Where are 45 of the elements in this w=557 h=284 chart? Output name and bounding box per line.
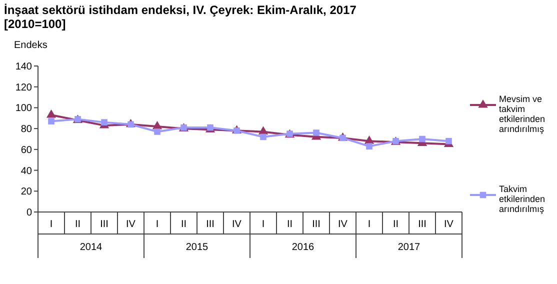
y-tick-label: 80 — [20, 124, 32, 136]
text: 2014 — [80, 242, 103, 253]
point — [419, 136, 426, 142]
point — [258, 126, 268, 134]
y-tick-label: 40 — [20, 166, 32, 177]
point — [446, 138, 452, 144]
text: 2016 — [292, 242, 315, 253]
point — [260, 134, 266, 140]
text: 2017 — [398, 242, 421, 253]
point — [366, 143, 372, 150]
point — [128, 121, 134, 128]
point — [101, 119, 108, 126]
y-tick-label: 100 — [15, 103, 32, 114]
x-tick-label: I — [262, 219, 265, 230]
x-tick-label: IV — [338, 219, 348, 230]
y-axis-title: Endeks — [14, 40, 48, 51]
legend-label: Takvim etkilerinden arındırılmış — [499, 184, 546, 214]
y-tick-label: 60 — [20, 144, 32, 156]
y-tick-label: 0 — [26, 208, 32, 218]
chart-title: İnşaat sektörü istihdam endeksi, IV. Çeyrek: Ekim-Aralık, 2017 — [4, 3, 357, 17]
x-tick-label: IV — [444, 219, 454, 230]
x-tick-label: IV — [126, 219, 136, 230]
x-tick-label: I — [50, 219, 53, 230]
x-tick-label: III — [100, 219, 108, 230]
x-tick-label: II — [74, 219, 81, 230]
text: 2015 — [186, 242, 209, 253]
x-tick-label: III — [418, 219, 426, 230]
point — [340, 134, 346, 142]
point — [154, 128, 160, 135]
point — [48, 118, 54, 124]
point — [313, 130, 320, 136]
x-tick-label: I — [368, 219, 371, 230]
chart-subtitle: [2010=100] — [4, 17, 66, 31]
y-tick-label: 20 — [20, 186, 32, 198]
x-tick-label: III — [312, 219, 320, 230]
x-tick-label: I — [156, 219, 159, 230]
x-tick-label: II — [180, 219, 187, 230]
y-tick-label: 120 — [15, 82, 32, 94]
x-tick-label: II — [392, 219, 399, 230]
x-tick-label: II — [286, 219, 293, 230]
legend-label: Mevsim ve takvim etkilerinden arındırılmış — [499, 94, 546, 134]
x-tick-label: III — [206, 219, 214, 230]
x-tick-label: IV — [232, 219, 242, 230]
point — [46, 109, 56, 118]
y-tick-label: 140 — [15, 62, 32, 72]
